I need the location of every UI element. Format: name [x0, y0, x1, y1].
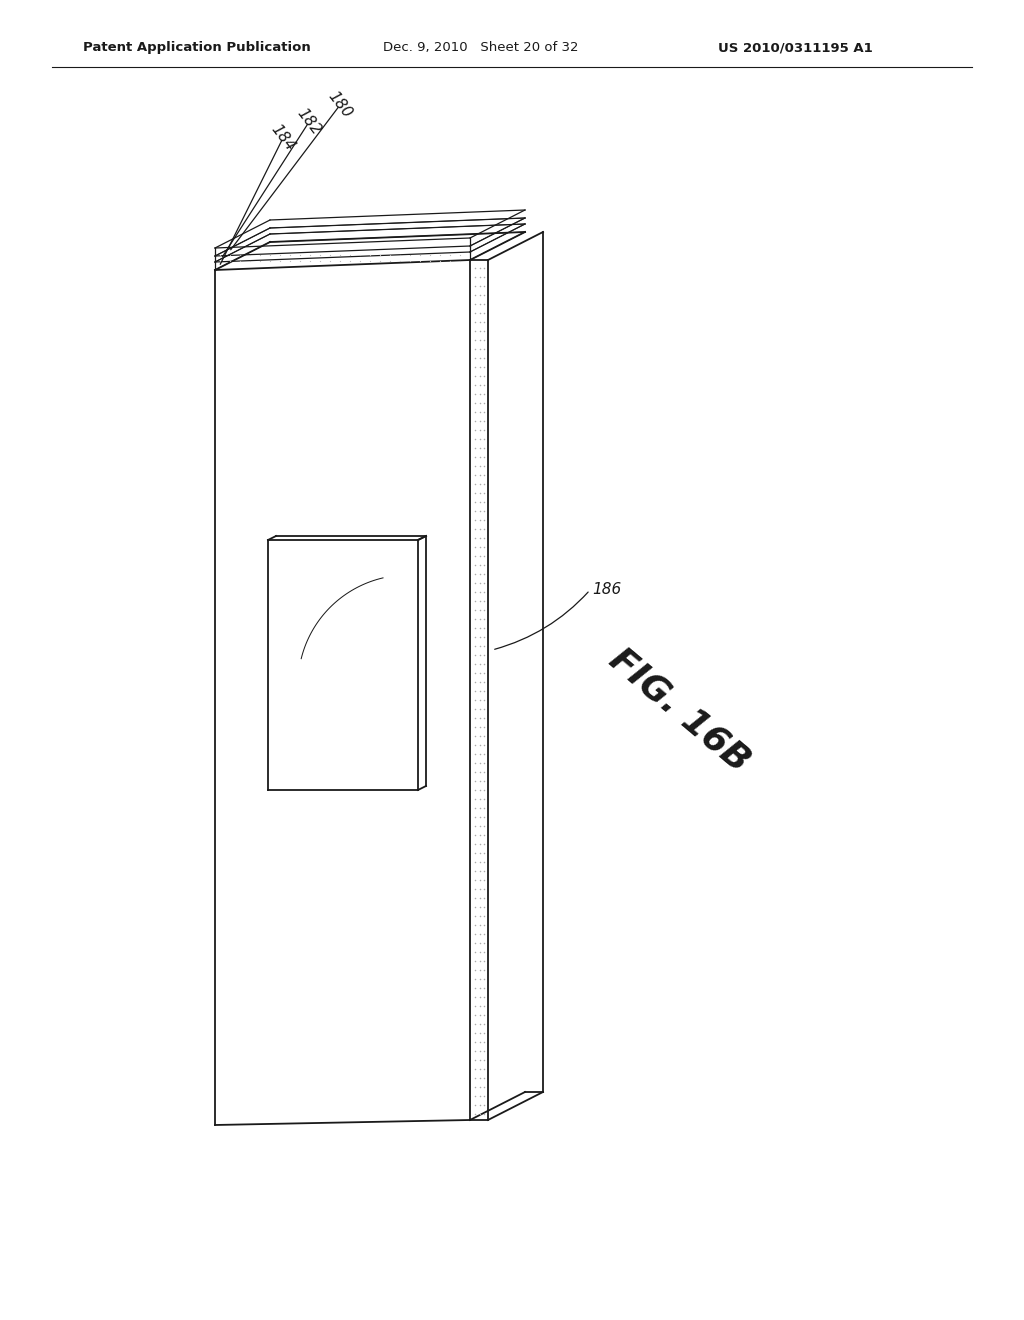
Text: 182: 182: [294, 106, 324, 139]
Text: Dec. 9, 2010   Sheet 20 of 32: Dec. 9, 2010 Sheet 20 of 32: [383, 41, 579, 54]
Text: 180: 180: [325, 88, 355, 121]
Text: Patent Application Publication: Patent Application Publication: [83, 41, 310, 54]
Text: 184: 184: [268, 121, 298, 154]
Text: US 2010/0311195 A1: US 2010/0311195 A1: [718, 41, 872, 54]
Text: FIG. 16B: FIG. 16B: [603, 642, 757, 779]
Text: 186: 186: [592, 582, 622, 598]
